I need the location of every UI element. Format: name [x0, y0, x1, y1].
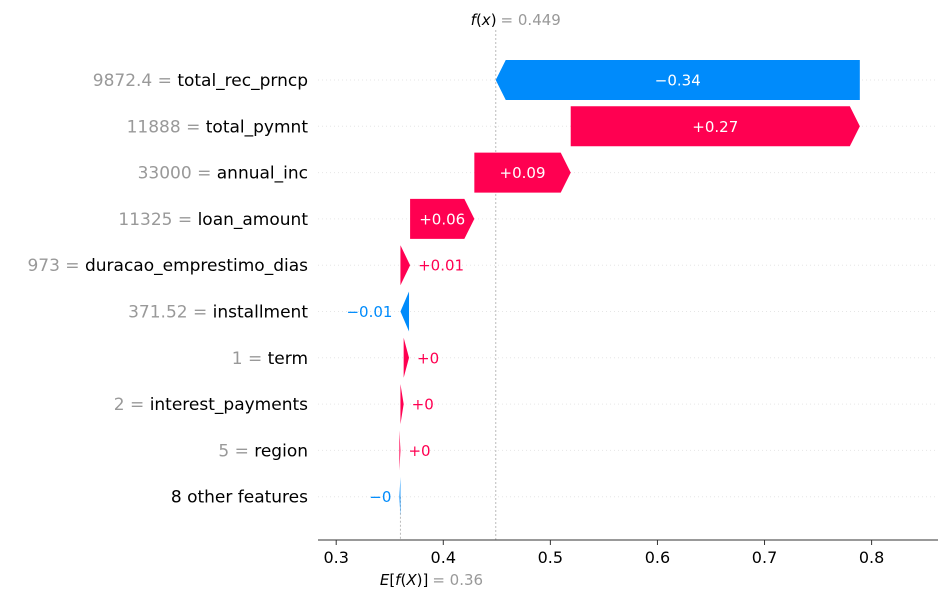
x-tick-label: 0.4	[431, 548, 456, 567]
x-tick-label: 0.3	[323, 548, 348, 567]
feature-label: 33000 = annual_inc	[138, 164, 308, 184]
feature-label: 973 = duracao_emprestimo_dias	[27, 256, 308, 276]
feature-name: total_pymnt	[206, 117, 309, 137]
contribution-label: +0	[417, 349, 439, 367]
feature-label: 1 = term	[232, 349, 308, 369]
feature-value: 2	[114, 395, 125, 415]
feature-label: 9872.4 = total_rec_prncp	[93, 71, 308, 91]
feature-value: 11888	[127, 117, 181, 137]
feature-value: 9872.4	[93, 71, 152, 91]
contribution-label: −0	[369, 488, 391, 506]
contribution-bar	[400, 384, 404, 425]
contribution-bar	[403, 337, 410, 378]
x-axis: 0.3 0.4 0.5 0.6 0.7 0.8	[318, 539, 938, 567]
feature-name: duracao_emprestimo_dias	[85, 256, 308, 276]
contribution-label: +0	[408, 442, 430, 460]
feature-label: 371.52 = installment	[128, 303, 308, 323]
contribution-label: −0.34	[655, 72, 701, 90]
feature-name: 8 other features	[171, 488, 308, 508]
feature-label: 11888 = total_pymnt	[127, 117, 309, 137]
feature-name: interest_payments	[150, 395, 308, 415]
contribution-bar	[399, 476, 401, 517]
contribution-bar	[570, 106, 860, 147]
fx-value: 0.449	[518, 11, 561, 29]
contribution-bars: −0.34 +0.27 +0.09 +0.06 +0.01 −0.01 +0 +0 +0 −0	[346, 60, 860, 517]
contribution-bar	[400, 245, 411, 286]
feature-label: 2 = interest_payments	[114, 395, 308, 415]
feature-name: term	[268, 349, 308, 369]
feature-value: 1	[232, 349, 243, 369]
feature-name: region	[254, 441, 308, 461]
feature-value: 11325	[118, 210, 172, 230]
fx-annotation: f(x) = 0.449	[471, 11, 561, 29]
feature-name: total_rec_prncp	[177, 71, 308, 91]
feature-label: 11325 = loan_amount	[118, 210, 308, 230]
contribution-label: +0.01	[418, 257, 464, 275]
contribution-label: +0	[412, 396, 434, 414]
base-value: 0.36	[450, 571, 483, 589]
contribution-bar	[399, 430, 401, 471]
feature-value: 33000	[138, 164, 192, 184]
contribution-bar	[495, 60, 860, 100]
feature-label: 5 = region	[218, 441, 308, 461]
contribution-bar	[474, 152, 571, 193]
contribution-label: +0.09	[500, 164, 546, 182]
contribution-bar	[400, 291, 410, 332]
x-tick-label: 0.5	[538, 548, 563, 567]
x-tick-label: 0.8	[859, 548, 884, 567]
x-tick-label: 0.6	[645, 548, 670, 567]
contribution-label: +0.27	[692, 118, 738, 136]
contribution-bar	[410, 198, 475, 239]
contribution-label: −0.01	[346, 303, 392, 321]
x-tick-label: 0.7	[752, 548, 777, 567]
feature-value: 5	[218, 441, 229, 461]
feature-value: 973	[27, 256, 59, 276]
feature-value: 371.52	[128, 303, 187, 323]
base-value-annotation: E[f(X)] = 0.36	[380, 571, 483, 589]
feature-labels: 9872.4 = total_rec_prncp 11888 = total_py…	[27, 71, 308, 508]
feature-label: 8 other features	[171, 488, 308, 508]
feature-name: loan_amount	[198, 210, 309, 230]
feature-name: installment	[213, 303, 309, 323]
feature-name: annual_inc	[217, 164, 308, 184]
contribution-label: +0.06	[419, 210, 465, 228]
